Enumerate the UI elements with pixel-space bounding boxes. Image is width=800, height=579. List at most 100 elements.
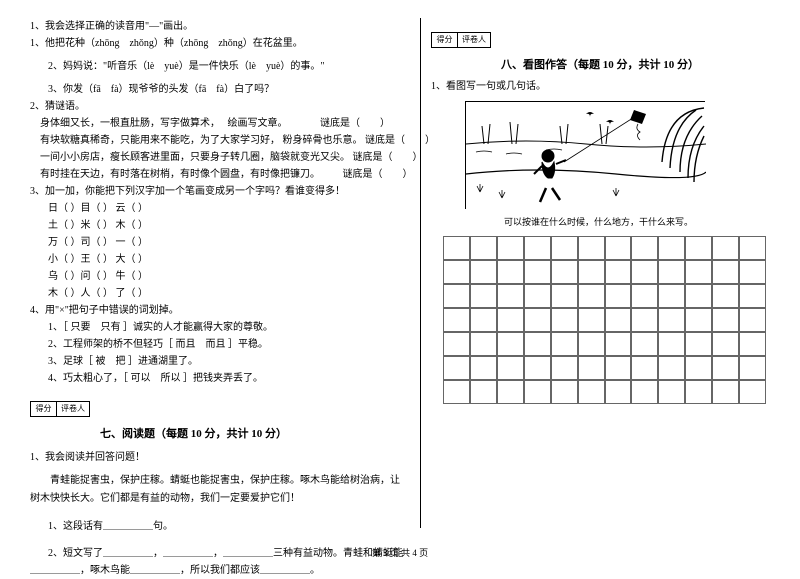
- grid-cell[interactable]: [497, 308, 524, 332]
- grid-cell[interactable]: [551, 380, 578, 404]
- grid-cell[interactable]: [631, 356, 658, 380]
- grid-cell[interactable]: [739, 356, 766, 380]
- q4-item: 2、工程师架的桥不但轻巧［ 而且 而且 ］平稳。: [30, 336, 408, 353]
- grid-cell[interactable]: [605, 260, 632, 284]
- grid-cell[interactable]: [631, 308, 658, 332]
- grid-row: [443, 284, 766, 308]
- grid-cell[interactable]: [739, 332, 766, 356]
- grid-cell[interactable]: [497, 332, 524, 356]
- grid-cell[interactable]: [739, 308, 766, 332]
- grid-cell[interactable]: [551, 356, 578, 380]
- grid-cell[interactable]: [631, 260, 658, 284]
- grid-cell[interactable]: [631, 380, 658, 404]
- q1-item: 1、他把花种（zhōng zhǒng）种（zhōng zhǒng）在花盆里。: [30, 35, 408, 52]
- grid-cell[interactable]: [443, 236, 470, 260]
- grid-cell[interactable]: [578, 356, 605, 380]
- grid-cell[interactable]: [685, 380, 712, 404]
- grid-cell[interactable]: [578, 380, 605, 404]
- grid-cell[interactable]: [470, 236, 497, 260]
- grid-cell[interactable]: [631, 284, 658, 308]
- grid-cell[interactable]: [685, 236, 712, 260]
- grid-cell[interactable]: [712, 308, 739, 332]
- grid-cell[interactable]: [551, 308, 578, 332]
- grid-cell[interactable]: [712, 380, 739, 404]
- grid-cell[interactable]: [497, 356, 524, 380]
- reading-subq: 1、这段话有＿＿＿＿＿句。: [30, 518, 408, 535]
- grid-cell[interactable]: [497, 260, 524, 284]
- grid-cell[interactable]: [470, 308, 497, 332]
- grid-cell[interactable]: [605, 356, 632, 380]
- section-7-header: 得分 评卷人: [30, 401, 408, 417]
- grid-cell[interactable]: [578, 332, 605, 356]
- grid-cell[interactable]: [470, 284, 497, 308]
- grid-cell[interactable]: [685, 356, 712, 380]
- grid-cell[interactable]: [524, 356, 551, 380]
- page-footer: 第 3 页 共 4 页: [0, 546, 800, 559]
- grid-cell[interactable]: [443, 284, 470, 308]
- grid-cell[interactable]: [605, 236, 632, 260]
- grid-cell[interactable]: [658, 284, 685, 308]
- grid-cell[interactable]: [685, 284, 712, 308]
- score-cell: 得分: [432, 33, 458, 47]
- q1-title: 1、我会选择正确的读音用"—"画出。: [30, 18, 408, 35]
- grid-cell[interactable]: [551, 332, 578, 356]
- score-cell: 评卷人: [57, 402, 89, 416]
- grid-cell[interactable]: [605, 308, 632, 332]
- grid-cell[interactable]: [497, 380, 524, 404]
- grid-cell[interactable]: [443, 356, 470, 380]
- grid-cell[interactable]: [470, 332, 497, 356]
- grid-cell[interactable]: [605, 380, 632, 404]
- grid-cell[interactable]: [658, 356, 685, 380]
- grid-cell[interactable]: [685, 332, 712, 356]
- grid-cell[interactable]: [524, 284, 551, 308]
- grid-cell[interactable]: [605, 332, 632, 356]
- grid-cell[interactable]: [524, 260, 551, 284]
- grid-cell[interactable]: [712, 284, 739, 308]
- grid-cell[interactable]: [739, 260, 766, 284]
- grid-cell[interactable]: [470, 260, 497, 284]
- grid-cell[interactable]: [685, 260, 712, 284]
- grid-cell[interactable]: [524, 380, 551, 404]
- grid-cell[interactable]: [524, 236, 551, 260]
- q1-item: 3、你发（fā fà）现爷爷的头发（fā fà）白了吗？: [30, 81, 408, 98]
- grid-cell[interactable]: [739, 236, 766, 260]
- grid-cell[interactable]: [739, 284, 766, 308]
- grid-cell[interactable]: [524, 332, 551, 356]
- grid-cell[interactable]: [658, 380, 685, 404]
- grid-cell[interactable]: [524, 308, 551, 332]
- grid-cell[interactable]: [631, 332, 658, 356]
- section-8-title: 八、看图作答（每题 10 分，共计 10 分）: [501, 56, 766, 72]
- grid-cell[interactable]: [470, 356, 497, 380]
- grid-cell[interactable]: [443, 380, 470, 404]
- grid-cell[interactable]: [712, 356, 739, 380]
- grid-cell[interactable]: [578, 260, 605, 284]
- grid-cell[interactable]: [712, 236, 739, 260]
- grid-cell[interactable]: [578, 284, 605, 308]
- grid-cell[interactable]: [551, 236, 578, 260]
- grid-cell[interactable]: [658, 332, 685, 356]
- left-column: 1、我会选择正确的读音用"—"画出。 1、他把花种（zhōng zhǒng）种（…: [30, 18, 412, 528]
- grid-cell[interactable]: [658, 236, 685, 260]
- q1-item: 2、妈妈说："听音乐（lè yuè）是一件快乐（lè yuè）的事。": [30, 58, 408, 75]
- q4-item: 3、足球［ 被 把 ］进通湖里了。: [30, 353, 408, 370]
- grid-cell[interactable]: [497, 236, 524, 260]
- grid-cell[interactable]: [551, 260, 578, 284]
- grid-cell[interactable]: [658, 260, 685, 284]
- q2-title: 2、猜谜语。: [30, 98, 408, 115]
- grid-cell[interactable]: [470, 380, 497, 404]
- grid-cell[interactable]: [712, 260, 739, 284]
- grid-cell[interactable]: [443, 308, 470, 332]
- grid-cell[interactable]: [739, 380, 766, 404]
- grid-cell[interactable]: [605, 284, 632, 308]
- grid-cell[interactable]: [551, 284, 578, 308]
- grid-cell[interactable]: [497, 284, 524, 308]
- grid-cell[interactable]: [443, 332, 470, 356]
- grid-cell[interactable]: [685, 308, 712, 332]
- img-q-title: 1、看图写一句或几句话。: [431, 78, 766, 95]
- grid-cell[interactable]: [712, 332, 739, 356]
- grid-cell[interactable]: [578, 308, 605, 332]
- grid-cell[interactable]: [658, 308, 685, 332]
- grid-cell[interactable]: [578, 236, 605, 260]
- grid-cell[interactable]: [631, 236, 658, 260]
- grid-cell[interactable]: [443, 260, 470, 284]
